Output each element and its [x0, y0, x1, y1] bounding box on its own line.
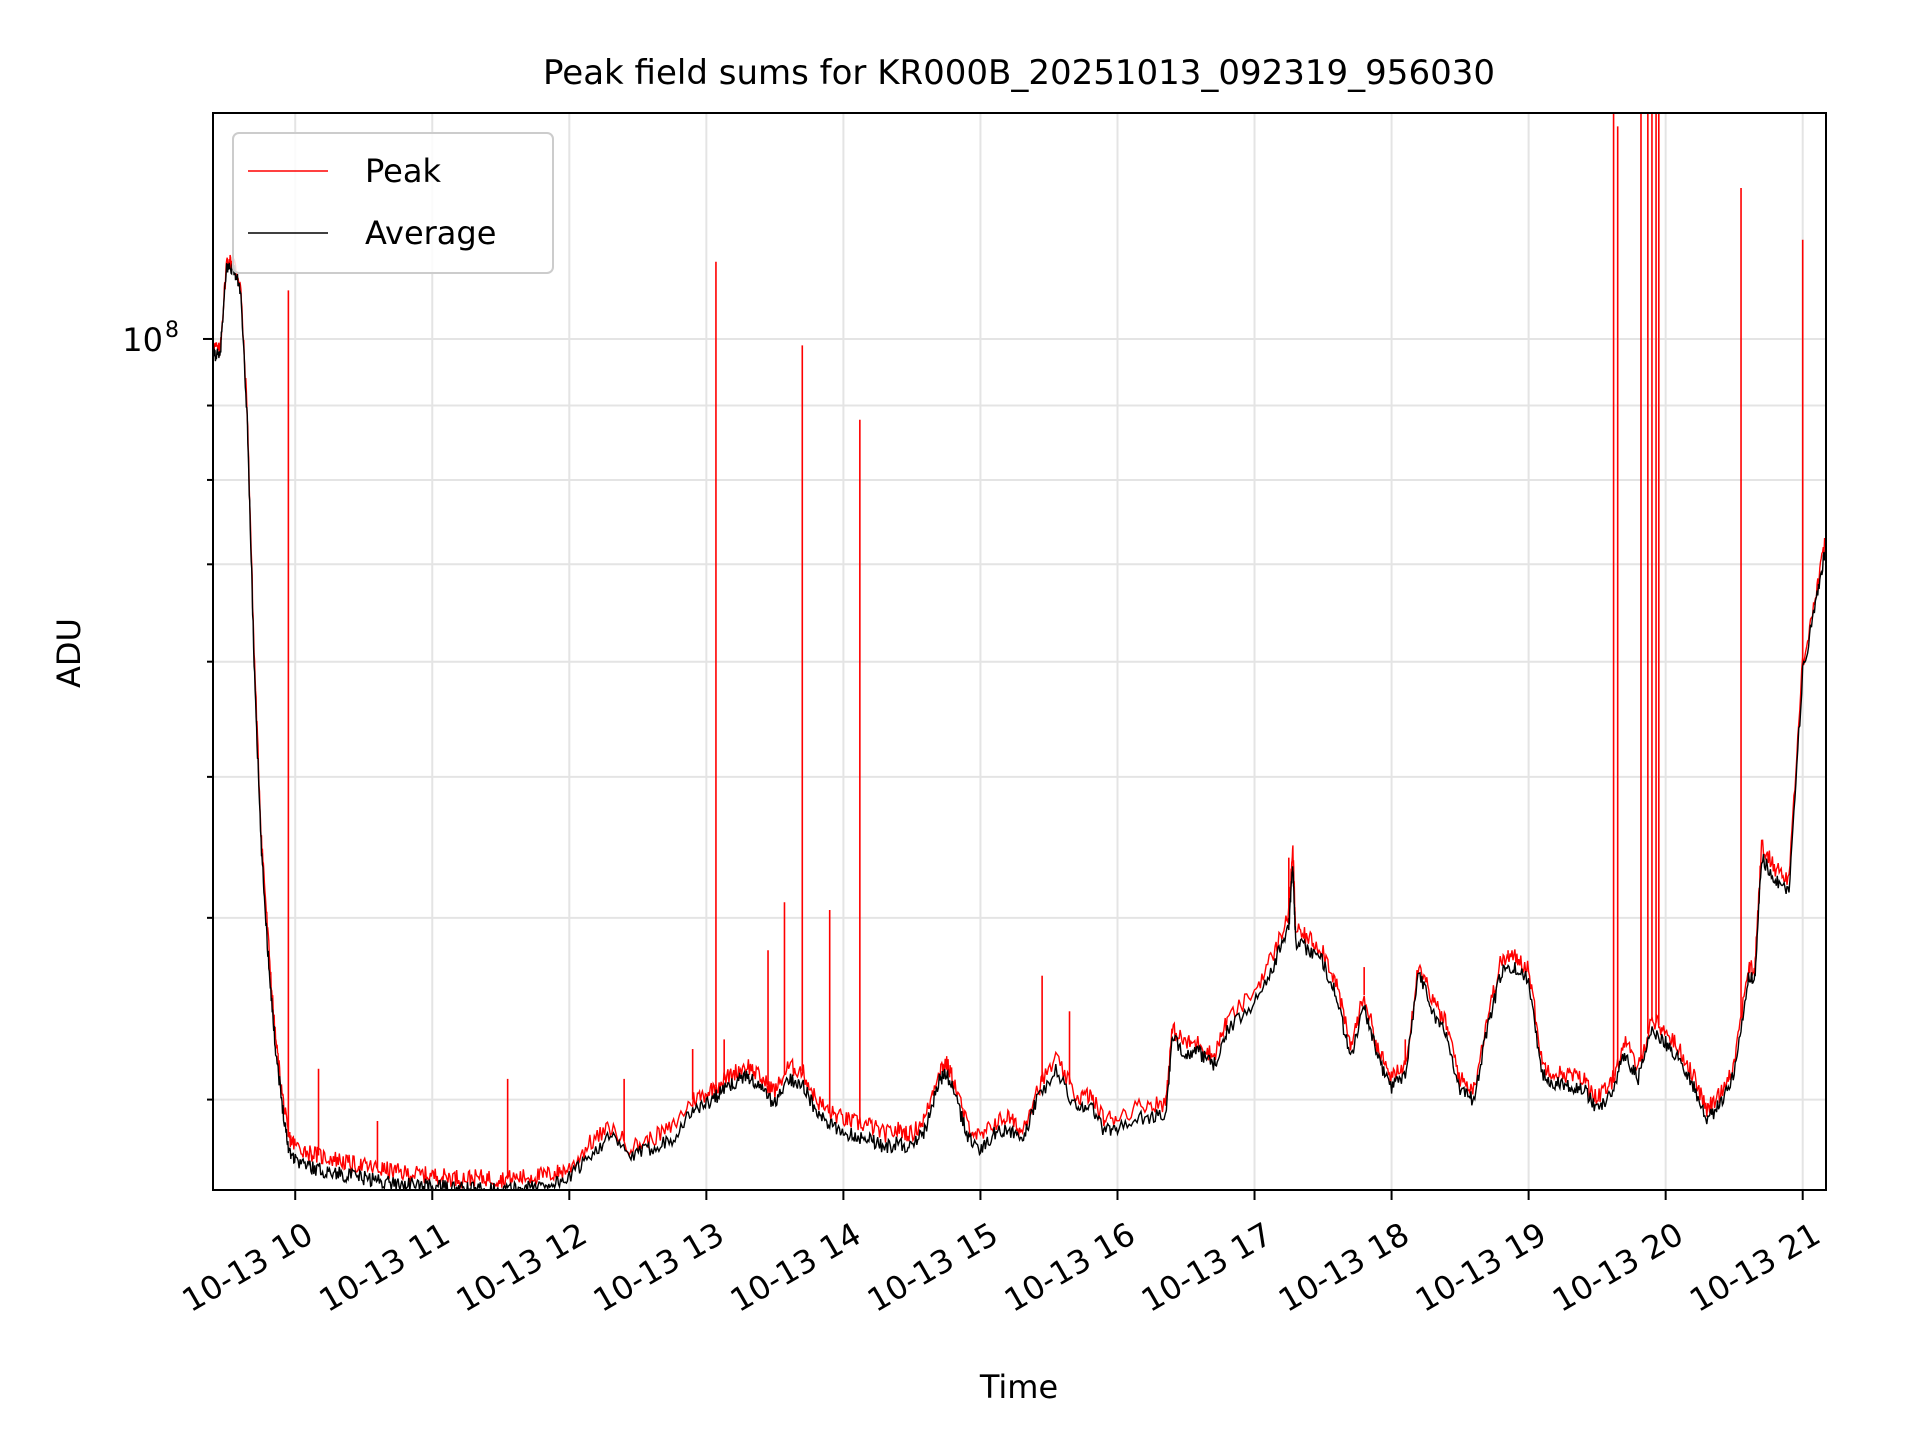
x-tick-label: 10-13 19 — [1409, 1215, 1553, 1320]
legend: Peak Average — [232, 132, 554, 274]
x-tick-label: 10-13 11 — [313, 1215, 457, 1320]
x-tick-label: 10-13 15 — [861, 1215, 1005, 1320]
x-tick-label: 10-13 20 — [1546, 1215, 1690, 1320]
plot-layer — [213, 113, 1826, 1190]
x-tick-label: 10-13 21 — [1683, 1215, 1827, 1320]
series-peak-line — [213, 254, 1826, 1190]
x-tick-label: 10-13 12 — [450, 1215, 594, 1320]
y-tick-label: 10 — [122, 321, 163, 359]
x-axis-label: Time — [979, 1368, 1058, 1406]
x-tick-label: 10-13 18 — [1272, 1215, 1416, 1320]
x-tick-label: 10-13 17 — [1135, 1215, 1279, 1320]
plot-frame — [212, 112, 1827, 1191]
y-tick-exponent: 8 — [165, 318, 179, 343]
legend-label: Peak — [365, 152, 441, 190]
x-tick-label: 10-13 10 — [176, 1215, 320, 1320]
y-axis-label: ADU — [50, 618, 88, 688]
grid-layer — [213, 113, 1826, 1190]
x-tick-label: 10-13 13 — [587, 1215, 731, 1320]
x-tick-label: 10-13 16 — [998, 1215, 1142, 1320]
legend-label: Average — [365, 214, 496, 252]
x-tick-label: 10-13 14 — [724, 1215, 868, 1320]
legend-box — [232, 132, 554, 274]
series-average-line — [213, 260, 1826, 1190]
chart-title: Peak field sums for KR000B_20251013_0923… — [543, 53, 1495, 93]
